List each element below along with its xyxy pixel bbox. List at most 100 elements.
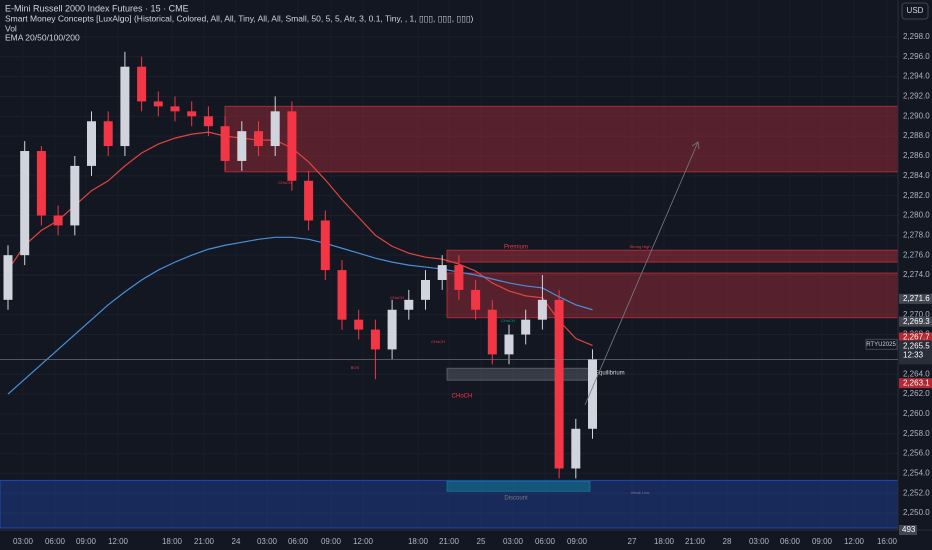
y-tick-label: 2,264.0	[903, 369, 930, 378]
candle-body	[337, 270, 347, 320]
countdown: 12:33	[903, 350, 924, 359]
candle-body	[3, 255, 13, 300]
chart-title: E-Mini Russell 2000 Index Futures · 15 ·…	[5, 3, 189, 13]
candle-body	[454, 265, 464, 290]
x-tick-label: 18:00	[408, 537, 429, 546]
candle-body	[270, 111, 280, 147]
candle-body	[487, 309, 497, 355]
y-tick-label: 2,254.0	[903, 469, 930, 478]
arrow-head	[691, 141, 700, 150]
candle-body	[437, 265, 447, 280]
structure-label: CHoCH	[501, 318, 515, 323]
candle-body	[203, 116, 213, 127]
candle-body	[53, 215, 63, 226]
y-tick-label: 2,288.0	[903, 131, 930, 140]
structure-label: CHoCH	[452, 394, 473, 400]
price-label: 2,269.3	[903, 317, 930, 326]
y-tick-label: 2,262.0	[903, 389, 930, 398]
y-tick-label: 2,274.0	[903, 270, 930, 279]
currency-box	[901, 2, 929, 20]
x-tick-label: 03:00	[503, 537, 524, 546]
y-tick-label: 2,278.0	[903, 230, 930, 239]
price-label-box	[899, 316, 932, 327]
candle-body	[170, 106, 180, 112]
zone	[0, 479, 899, 529]
candle-body	[554, 299, 564, 469]
price-label: 2,263.1	[903, 378, 930, 387]
x-tick-label: 06:00	[535, 537, 556, 546]
candle-body	[137, 66, 147, 102]
x-tick-label: 03:00	[13, 537, 34, 546]
x-tick-label: 27	[628, 537, 637, 546]
y-tick-label: 2,292.0	[903, 92, 930, 101]
y-tick-label: 2,270.0	[903, 310, 930, 319]
x-tick-label: 06:00	[780, 537, 801, 546]
y-tick-label: 2,252.0	[903, 488, 930, 497]
x-tick-label: 09:00	[76, 537, 97, 546]
zone	[446, 249, 899, 263]
projection-arrow	[584, 141, 699, 406]
structure-label: BOS	[351, 365, 360, 370]
candle-body	[354, 319, 364, 330]
candle-body	[237, 131, 247, 161]
candle-body	[320, 220, 330, 271]
candle-body	[153, 101, 163, 107]
candle-body	[103, 121, 113, 147]
zone-label: Premium	[504, 245, 528, 251]
x-tick-label: 16:00	[877, 537, 898, 546]
candle-body	[521, 319, 531, 335]
symbol-box	[865, 338, 898, 350]
ema-line	[7, 236, 593, 395]
structure-label: CHoCH	[431, 339, 445, 344]
candle-body	[588, 359, 597, 429]
candle-body	[571, 428, 581, 469]
ema-line	[7, 131, 593, 347]
y-tick-label: 2,250.0	[903, 508, 930, 517]
zone	[446, 272, 899, 319]
zone	[446, 367, 591, 381]
y-tick-label: 2,294.0	[903, 72, 930, 81]
candle-body	[537, 299, 547, 320]
candle-body	[304, 180, 314, 221]
candle-body	[187, 111, 197, 117]
y-tick-label: 2,286.0	[903, 151, 930, 160]
y-tick-label: 2,290.0	[903, 111, 930, 120]
candle-body	[370, 329, 380, 350]
y-tick-label: 2,282.0	[903, 191, 930, 200]
candle-body	[404, 299, 414, 310]
x-tick-label: 25	[477, 537, 486, 546]
currency: USD	[907, 6, 924, 15]
y-tick-label: 2,258.0	[903, 429, 930, 438]
x-tick-label: 21:00	[685, 537, 706, 546]
candle-body	[504, 334, 514, 355]
zone-label: Discount	[504, 496, 528, 502]
x-tick-label: 03:00	[749, 537, 770, 546]
price-label-box	[899, 378, 932, 389]
price-label: 2,267.7	[903, 333, 930, 342]
price-axis	[898, 0, 932, 550]
candle-body	[471, 289, 481, 310]
price-label-box	[899, 332, 932, 343]
candle-body	[36, 151, 46, 216]
x-tick-label: 12:00	[108, 537, 129, 546]
zone-label: Strong High	[629, 244, 650, 249]
candle-body	[287, 111, 297, 181]
y-tick-label: 2,298.0	[903, 32, 930, 41]
y-tick-label: 2,256.0	[903, 449, 930, 458]
indicator-label: EMA 20/50/100/200	[5, 32, 80, 42]
x-tick-label: 09:00	[321, 537, 342, 546]
zone-label: Equilibrium	[595, 371, 625, 377]
candle-body	[220, 126, 230, 161]
price-label: 2,271.6	[903, 294, 930, 303]
candle-body	[70, 165, 80, 226]
candle-body	[387, 309, 397, 350]
x-tick-label: 24	[232, 537, 241, 546]
x-tick-label: 18:00	[162, 537, 183, 546]
candle-body	[254, 131, 263, 147]
indicator-label: Vol	[5, 23, 17, 33]
candle-body	[87, 121, 96, 166]
structure-label: CHoCH	[390, 295, 404, 300]
zone	[224, 105, 899, 173]
x-tick-label: 21:00	[439, 537, 460, 546]
